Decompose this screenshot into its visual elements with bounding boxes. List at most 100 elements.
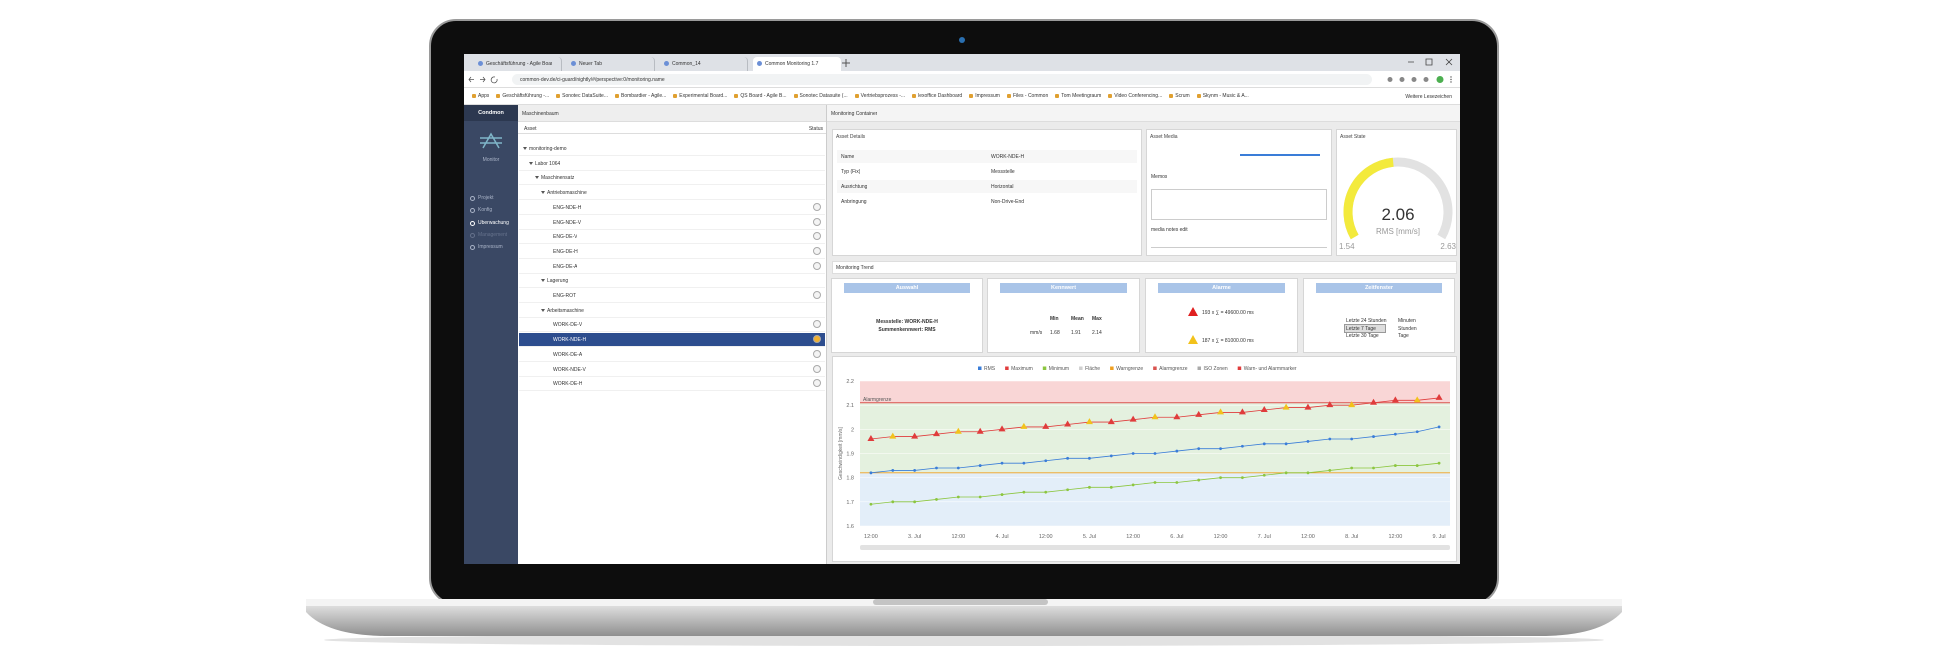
kennwert-header: Max (1092, 316, 1102, 322)
point (1262, 473, 1266, 477)
detail-row (837, 165, 1137, 178)
window-label[interactable]: Letzte 24 Stunden (1346, 318, 1387, 324)
tree-row[interactable]: Labor 1064 (519, 157, 825, 171)
point (1372, 466, 1375, 470)
bookmark[interactable]: Geschäftsführung -... (496, 93, 549, 99)
nav-item[interactable]: Impressum (478, 244, 503, 251)
legend-label[interactable]: ISO Zonen (1204, 366, 1228, 372)
x-tick-label: 12:00 (864, 534, 878, 540)
alarm-marker (1173, 413, 1181, 420)
tab[interactable]: Neuer Tab (567, 57, 655, 71)
alarm-marker (1195, 410, 1203, 417)
window-resolution[interactable]: Tage (1398, 333, 1409, 339)
tree-row[interactable]: WORK-DE-H (519, 377, 825, 392)
container-header: Monitoring Container (827, 105, 1460, 122)
bookmark[interactable]: Bombardier - Agile... (614, 93, 666, 99)
bookmark[interactable]: Files - Common (1006, 93, 1048, 99)
alarm-text: 187 x ∑ = 81000.00 ms (1202, 338, 1254, 344)
legend-label[interactable]: Alarmgrenze (1159, 366, 1188, 372)
tree-row[interactable]: Lagerung (519, 274, 825, 289)
nav-buttons[interactable] (468, 74, 508, 85)
tree-row[interactable]: WORK-DE-A (519, 348, 825, 362)
window-resolution[interactable]: Stunden (1398, 325, 1417, 332)
memo-box[interactable] (1151, 189, 1327, 220)
tree-row[interactable]: ENG-NDE-V (519, 216, 825, 230)
nav-dot (470, 232, 475, 238)
x-tick-label: 12:00 (1301, 534, 1315, 540)
nav-item[interactable]: Überwachung (478, 219, 509, 226)
legend-label[interactable]: RMS (984, 366, 996, 372)
tree-row[interactable]: Maschinensatz (519, 171, 825, 186)
nav-item[interactable]: Management (478, 231, 508, 238)
tree-label: ENG-DE-H (553, 248, 578, 255)
tree-row[interactable]: WORK-NDE-H (519, 333, 825, 348)
tree-label: WORK-NDE-H (553, 337, 587, 344)
status-icon (813, 291, 821, 299)
tree-row[interactable]: monitoring-demo (519, 142, 825, 156)
nav-item[interactable]: Konfig (478, 207, 493, 214)
bookmark[interactable]: Sonotec Datasuite (... (793, 93, 848, 99)
tree-row[interactable]: ENG-ROT (519, 289, 825, 303)
bookmark[interactable]: Sonotec DataSuite... (556, 93, 608, 99)
bookmark[interactable]: Skynm - Music & A... (1196, 93, 1249, 99)
tree-row[interactable]: ENG-DE-A (519, 260, 825, 274)
detail-value: Messstelle (991, 169, 1015, 175)
tab[interactable]: Common_14 (660, 57, 748, 71)
tree-label: Maschinensatz (541, 175, 575, 182)
window-label[interactable]: Letzte 30 Tage (1346, 333, 1379, 339)
panel-title: Asset Media (1150, 134, 1178, 140)
bookmark[interactable]: Apps (472, 93, 489, 99)
legend-label[interactable]: Fläche (1085, 366, 1100, 372)
expander (529, 161, 533, 165)
x-tick-label: 12:00 (1214, 534, 1228, 540)
legend-label[interactable]: Maximum (1011, 366, 1033, 372)
notes-input[interactable] (1151, 239, 1327, 248)
bookmark[interactable]: Vertriebsprozess -... (854, 93, 905, 99)
window-resolution[interactable]: Minuten (1398, 318, 1416, 324)
url-field[interactable]: common-dev.de/ci-guard/nightly/#/perspec… (512, 74, 1372, 85)
status-icon (813, 217, 821, 226)
tree-label: WORK-DE-A (553, 351, 583, 358)
y-tick-label: 1.8 (846, 476, 854, 482)
window-label[interactable]: Letzte 7 Tage (1346, 325, 1376, 332)
bookmark[interactable]: Experimental Board... (673, 93, 727, 99)
point (913, 469, 917, 472)
legend-swatch (1079, 366, 1083, 370)
legend-label[interactable]: Warn- und Alarmmarker (1244, 366, 1297, 372)
tree-label: Antriebsmaschine (547, 190, 587, 197)
nav-dot (470, 208, 475, 214)
tab[interactable]: Geschäftsführung - Agile Board (474, 57, 562, 71)
window-controls[interactable] (1404, 56, 1458, 68)
toolbar-icons[interactable] (1384, 74, 1456, 85)
tab-icon (478, 61, 483, 66)
bookmark[interactable]: Tom Meetingraum (1055, 93, 1101, 99)
bookmark[interactable]: lexoffice Dashboard (912, 93, 962, 99)
point (1131, 483, 1135, 487)
more-bookmarks[interactable]: Weitere Lesezeichen (1405, 94, 1452, 100)
new-tab[interactable] (840, 57, 852, 69)
legend-label[interactable]: Warngrenze (1116, 366, 1143, 372)
nav-item[interactable]: Projekt (478, 195, 494, 201)
detail-value: WORK-NDE-H (991, 154, 1025, 160)
tab[interactable]: Common Monitoring 1.7 (753, 57, 841, 71)
bookmark[interactable]: Scrum (1169, 93, 1190, 99)
bookmark[interactable]: QS Board - Agile B... (734, 93, 787, 99)
status-icon (813, 202, 821, 211)
tree-row[interactable]: ENG-NDE-H (519, 201, 825, 215)
point (1437, 425, 1441, 429)
point (1066, 488, 1069, 492)
nav-dot (470, 220, 475, 226)
tree-row[interactable]: ENG-DE-V (519, 230, 825, 245)
bookmark[interactable]: Impressum (969, 93, 1000, 99)
legend-label[interactable]: Minimum (1049, 366, 1069, 372)
kennwert-value: 1.91 (1071, 330, 1081, 336)
tree-row[interactable]: Antriebsmaschine (519, 186, 825, 201)
tree-row[interactable]: Arbeitsmaschine (519, 304, 825, 318)
tree-row[interactable]: WORK-NDE-V (519, 363, 825, 377)
legend-swatch (1153, 366, 1157, 370)
tree-label: monitoring-demo (529, 146, 567, 152)
tree-row[interactable]: WORK-DE-V (519, 318, 825, 333)
tree-row[interactable]: ENG-DE-H (519, 245, 825, 259)
bookmark[interactable]: Video Conferencing... (1108, 93, 1162, 99)
tab-title: Common_14 (672, 61, 701, 67)
